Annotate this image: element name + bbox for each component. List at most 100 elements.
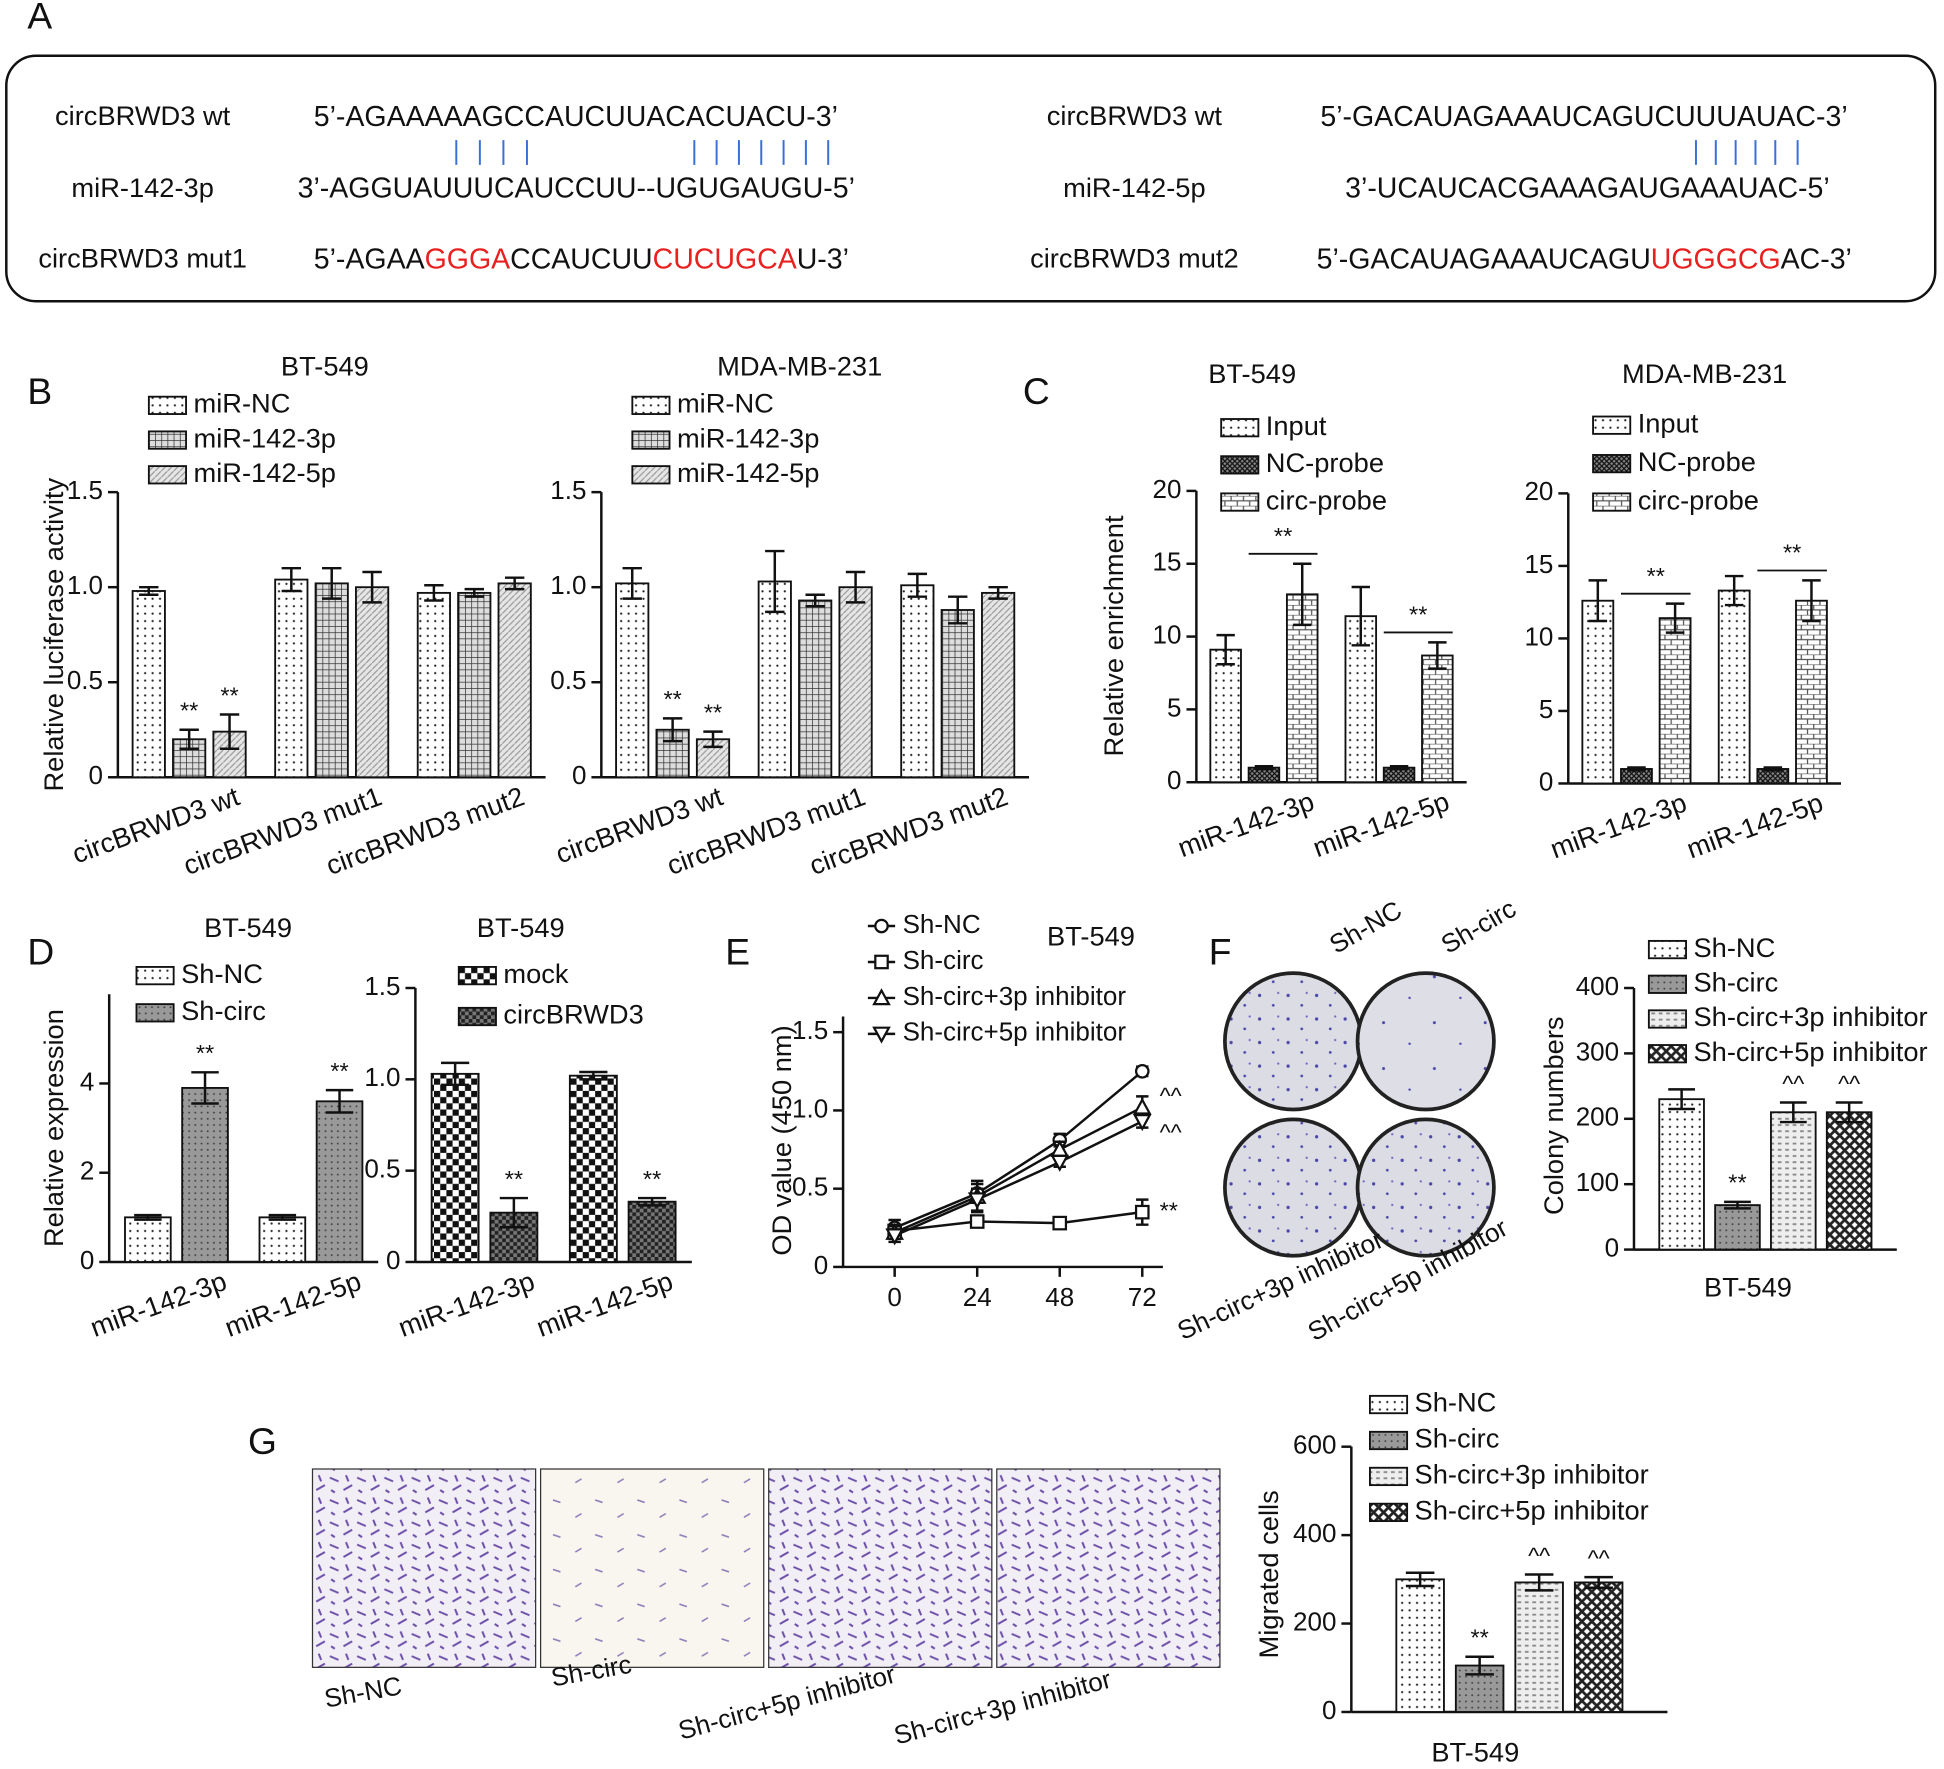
significance-label: ** <box>505 1166 523 1192</box>
panel-label: G <box>248 1420 277 1462</box>
error-bar <box>219 713 240 750</box>
legend-label: mock <box>503 958 569 989</box>
legend-swatch <box>135 1003 175 1023</box>
point <box>969 1214 985 1229</box>
y-tick-label: 0 <box>80 1245 94 1275</box>
y-tick-label: 1.0 <box>792 1093 828 1123</box>
error-bar <box>662 717 683 743</box>
bar <box>355 586 390 779</box>
micrograph <box>996 1468 1221 1668</box>
legend-label: Sh-NC <box>181 958 263 989</box>
sequence: 3’-AGGUAUUUCAUCCUU--UGUGAUGU-5’ <box>298 172 855 204</box>
point <box>1132 1114 1152 1132</box>
significance-label: ** <box>1160 1197 1178 1223</box>
legend-swatch <box>631 465 671 485</box>
significance-label: ** <box>1409 602 1427 628</box>
legend-label: Sh-circ+5p inhibitor <box>1693 1036 1927 1067</box>
bar <box>1514 1581 1564 1713</box>
error-bar <box>1724 574 1744 607</box>
legend-label: Sh-circ+3p inhibitor <box>1415 1459 1649 1490</box>
bar <box>314 582 349 779</box>
sequence: 3’-UCAUCACGAAAGAUGAAAUAC-5’ <box>1345 172 1830 204</box>
y-tick-label: 200 <box>1576 1102 1619 1132</box>
error-bar <box>464 587 484 598</box>
error-bar <box>322 566 342 600</box>
micrograph <box>539 1468 765 1668</box>
micrograph <box>768 1468 993 1668</box>
error-bar <box>1835 1101 1863 1124</box>
y-tick-label: 0 <box>89 760 103 790</box>
y-tick-label: 5 <box>1167 692 1181 722</box>
bar <box>1573 1581 1624 1713</box>
error-bar <box>805 593 825 608</box>
bar <box>258 1216 307 1263</box>
bar <box>1581 599 1615 785</box>
bar <box>838 586 873 779</box>
error-bar <box>1627 766 1646 772</box>
bar <box>627 1200 677 1263</box>
legend-label: miR-142-3p <box>193 422 335 453</box>
bar <box>1717 589 1751 785</box>
legend-swatch <box>147 395 187 415</box>
error-bar <box>1216 633 1235 666</box>
significance-label: ** <box>1783 540 1801 566</box>
y-tick-label: 1.0 <box>364 1062 400 1092</box>
panel-label: F <box>1209 930 1232 972</box>
significance-label: ** <box>330 1058 348 1084</box>
legend-label: miR-NC <box>677 388 774 419</box>
x-tick-label: miR-142-3p <box>86 1265 230 1343</box>
significance-label: ^^ <box>1160 1119 1182 1145</box>
error-bar <box>191 1071 219 1105</box>
panel-label: D <box>27 930 54 972</box>
legend-swatch <box>1592 415 1632 435</box>
y-tick-label: 1.0 <box>550 570 586 600</box>
x-tick-label: miR-142-5p <box>1309 785 1453 863</box>
significance-label: ** <box>196 1040 214 1066</box>
y-tick-label: 2 <box>80 1156 94 1186</box>
error-bar <box>1763 766 1783 772</box>
legend-label: Sh-circ+3p inhibitor <box>903 981 1127 1011</box>
legend-swatch <box>1369 1466 1409 1487</box>
sequence-part: CCAUCUU <box>510 243 653 275</box>
legend-swatch <box>1647 939 1687 960</box>
panel-label: B <box>27 370 52 412</box>
y-tick-label: 0.5 <box>364 1154 400 1184</box>
error-bar <box>1724 1200 1751 1210</box>
x-tick-label: miR-142-3p <box>1174 785 1318 863</box>
sequence: 5’-GACAUAGAAAUCAGUUGGGCGAC-3’ <box>1317 243 1852 275</box>
sequence-part: AC-3’ <box>1781 243 1852 275</box>
bar <box>131 590 166 779</box>
chart-title: MDA-MB-231 <box>717 350 882 381</box>
point <box>1134 1204 1150 1220</box>
bar <box>940 609 975 779</box>
y-tick-label: 300 <box>1576 1036 1619 1066</box>
legend-label: Sh-NC <box>1415 1387 1497 1418</box>
legend-label: miR-NC <box>193 388 290 419</box>
x-tick-label: 72 <box>1128 1282 1157 1312</box>
y-tick-label: 100 <box>1576 1167 1619 1197</box>
pairing-lines <box>455 140 1799 165</box>
micrograph <box>311 1468 537 1668</box>
x-tick-label: miR-142-5p <box>1682 787 1826 865</box>
sequence-name: miR-142-5p <box>1063 172 1205 203</box>
significance-label: ** <box>180 698 198 724</box>
legend-swatch <box>1369 1394 1409 1415</box>
y-axis-label: OD value (450 nm) <box>766 1025 797 1255</box>
y-tick-label: 5 <box>1539 694 1553 724</box>
chart-title: BT-549 <box>477 912 565 943</box>
sequence-name: circBRWD3 wt <box>1047 100 1223 131</box>
point <box>872 1026 891 1044</box>
point <box>1050 1154 1070 1172</box>
legend-swatch <box>1220 492 1260 512</box>
legend-label: Input <box>1638 407 1699 438</box>
error-bar <box>845 570 866 604</box>
y-tick-label: 1.0 <box>67 570 103 600</box>
legend-swatch <box>1220 418 1260 438</box>
y-tick-label: 20 <box>1153 474 1182 504</box>
image-label: Sh-circ <box>1436 893 1521 959</box>
error-bar <box>765 549 785 614</box>
image-label: Sh-NC <box>322 1670 404 1713</box>
x-tick-label: miR-142-5p <box>221 1265 365 1343</box>
sequence-part: 5’-AGAAAAAGCCAUCUUACACUACU-3’ <box>314 100 838 132</box>
x-axis-label: BT-549 <box>1704 1271 1792 1302</box>
